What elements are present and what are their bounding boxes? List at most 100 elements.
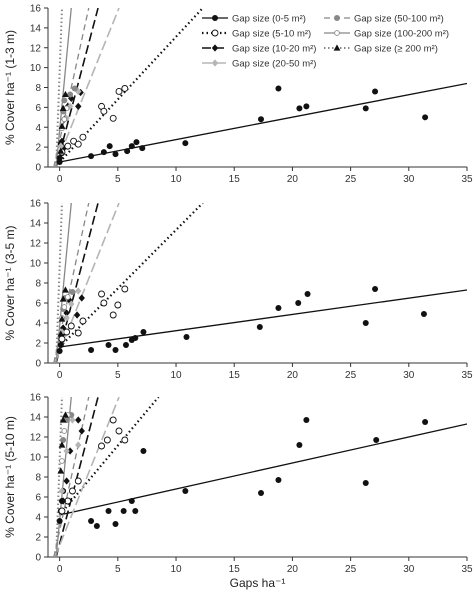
- legend-marker: [211, 59, 219, 67]
- fit-line: [54, 8, 120, 167]
- legend-label: Gap size (≥ 200 m²): [354, 44, 438, 55]
- data-point: [59, 497, 67, 505]
- data-point: [59, 295, 67, 302]
- data-point: [69, 416, 76, 424]
- x-tick-label: 25: [345, 174, 357, 185]
- data-point: [56, 155, 63, 162]
- data-point: [59, 416, 67, 423]
- data-point: [256, 324, 263, 330]
- legend-marker: [333, 44, 341, 51]
- data-point: [57, 342, 64, 348]
- data-point: [128, 143, 135, 150]
- x-tick-label: 15: [229, 174, 241, 185]
- data-point: [295, 300, 302, 306]
- x-tick-label: 5: [115, 564, 121, 575]
- data-point: [93, 523, 100, 529]
- data-point: [120, 508, 127, 514]
- data-point: [139, 145, 146, 152]
- data-point: [67, 91, 74, 98]
- data-point: [133, 139, 140, 146]
- x-tick-label: 25: [345, 370, 357, 381]
- data-point: [275, 85, 282, 92]
- data-point: [61, 428, 68, 434]
- data-point: [68, 300, 75, 308]
- fit-line: [58, 203, 204, 348]
- data-point: [60, 437, 67, 443]
- y-tick-label: 2: [35, 339, 41, 350]
- y-tick-label: 6: [35, 493, 41, 504]
- fit-line: [59, 423, 467, 516]
- data-point: [114, 301, 122, 309]
- data-point: [106, 143, 113, 150]
- data-point: [303, 417, 310, 423]
- panel-3: 0 2 4 6 8 10 12 14 16 0 5 10 15 20 25 30 35 % Cover ha⁻¹ …: [3, 393, 473, 591]
- x-tick-label: 25: [345, 564, 357, 575]
- data-point: [56, 518, 63, 524]
- x-tick-label: 15: [229, 370, 241, 381]
- x-tick-label: 0: [57, 370, 63, 381]
- data-point: [77, 88, 84, 97]
- data-point: [66, 102, 74, 110]
- y-tick-label: 12: [30, 239, 42, 250]
- fit-line: [55, 8, 72, 167]
- x-tick-label: 10: [170, 174, 182, 185]
- data-point: [79, 133, 87, 141]
- data-point: [61, 116, 68, 123]
- y-tick-label: 16: [30, 4, 42, 15]
- legend-marker: [211, 29, 219, 37]
- legend-marker: [211, 44, 219, 52]
- fit-line: [53, 8, 90, 167]
- data-point: [105, 342, 112, 348]
- data-point: [88, 347, 95, 353]
- data-point: [59, 104, 67, 111]
- data-point: [372, 286, 379, 292]
- data-point: [372, 88, 379, 95]
- data-point: [257, 490, 264, 496]
- data-point: [362, 480, 369, 486]
- fit-line: [54, 397, 120, 557]
- data-point: [88, 153, 95, 160]
- data-point: [112, 521, 119, 527]
- data-point: [78, 294, 85, 302]
- data-point: [68, 94, 75, 103]
- data-point: [62, 90, 69, 98]
- data-point: [67, 322, 75, 330]
- data-point: [58, 315, 66, 322]
- x-tick-label: 10: [170, 370, 182, 381]
- fit-line: [55, 203, 63, 363]
- data-point: [112, 151, 119, 158]
- data-point: [103, 436, 111, 444]
- data-point: [58, 122, 66, 129]
- data-point: [71, 85, 78, 92]
- y-tick-label: 16: [30, 199, 42, 210]
- legend-label: Gap size (100-200 m²): [354, 29, 449, 40]
- plot-area: [53, 8, 467, 167]
- data-point: [59, 458, 65, 464]
- y-tick-label: 0: [35, 359, 41, 370]
- y-tick-label: 2: [35, 533, 41, 544]
- data-point: [63, 477, 70, 485]
- data-point: [66, 447, 74, 455]
- fit-line: [55, 397, 72, 557]
- data-point: [109, 311, 117, 319]
- y-tick-label: 2: [35, 143, 41, 154]
- data-point: [257, 116, 264, 123]
- y-tick-label: 0: [35, 553, 41, 564]
- data-point: [75, 287, 82, 295]
- legend-marker: [334, 30, 340, 36]
- fit-line: [58, 397, 160, 516]
- data-point: [57, 147, 65, 154]
- y-tick-label: 12: [30, 433, 42, 444]
- data-point: [296, 105, 303, 112]
- data-point: [182, 488, 189, 494]
- x-tick-label: 35: [461, 370, 473, 381]
- data-point: [183, 334, 190, 340]
- data-point: [109, 416, 117, 424]
- data-point: [63, 314, 70, 322]
- legend-label: Gap size (5-10 m²): [232, 29, 311, 40]
- data-point: [61, 97, 68, 104]
- y-axis-label: % Cover ha⁻¹ (1-3 m): [3, 30, 17, 145]
- legend-label: Gap size (50-100 m²): [354, 14, 444, 25]
- x-tick-label: 20: [287, 370, 299, 381]
- y-tick-label: 12: [30, 43, 42, 54]
